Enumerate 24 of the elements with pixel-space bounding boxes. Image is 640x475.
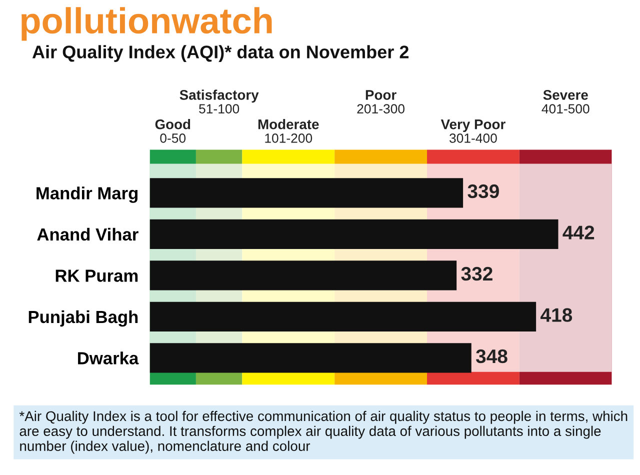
band-label: Severe 401-500: [542, 90, 590, 114]
y-tick-label: Punjabi Bagh: [28, 310, 138, 327]
data-label: 442: [562, 226, 594, 240]
bar: [150, 343, 472, 373]
band-label: Satisfactory 51-100: [180, 90, 259, 114]
text: *Air Quality Index is a tool for effective communication of air quality status to people in terms, which are easy to understand. It transforms complex air quality data of various pollutants into a single number (index value), nomenclature and colour: [19, 410, 628, 454]
data-label: 339: [468, 184, 499, 198]
y-tick-label: RK Puram: [56, 270, 138, 282]
data-label: 332: [461, 266, 492, 281]
data-label: 418: [540, 308, 572, 322]
band-label: Very Poor 301-400: [440, 120, 506, 143]
band-label: Good 0-50: [155, 119, 190, 143]
bar: [150, 260, 457, 290]
band-label: Moderate 101-200: [258, 119, 319, 143]
bar: [150, 219, 558, 250]
y-tick-label: Dwarka: [78, 352, 139, 364]
chart-title: pollutionwatch: [22, 7, 272, 41]
y-tick-label: Anand Vihar: [37, 228, 138, 241]
band-label: Poor 201-300: [357, 90, 404, 114]
bar: [150, 178, 464, 208]
data-label: 348: [476, 349, 508, 364]
y-tick-label: Mandir Marg: [36, 186, 138, 203]
bar: [150, 302, 536, 332]
chart-subtitle: Air Quality Index (AQI)* data on November 2: [32, 45, 409, 62]
